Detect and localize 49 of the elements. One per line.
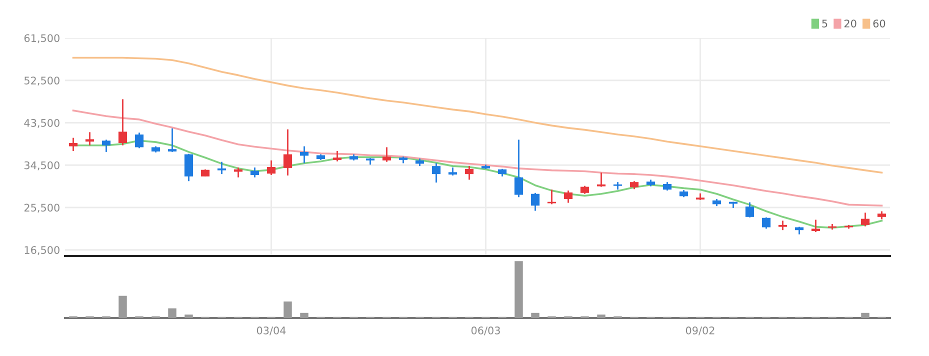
- candlestick: [530, 192, 540, 212]
- candlestick: [168, 128, 177, 153]
- candlestick: [596, 172, 606, 188]
- candlestick: [382, 146, 392, 163]
- y-tick-label: 61,500: [24, 34, 60, 44]
- candlestick: [184, 153, 194, 182]
- candlestick: [514, 139, 524, 198]
- bar: [168, 308, 176, 318]
- bar: [597, 314, 606, 318]
- candlestick: [250, 166, 260, 178]
- candlestick: [464, 165, 474, 180]
- y-tick-label: 34,500: [24, 161, 60, 170]
- x-tick-label: 09/02: [686, 326, 714, 336]
- candlestick: [547, 188, 556, 205]
- bar: [284, 302, 292, 318]
- y-tick-label: 16,500: [24, 246, 60, 256]
- x-tick-label: 03/04: [256, 326, 286, 336]
- candlestick: [860, 212, 870, 228]
- bar: [861, 312, 870, 318]
- legend-label: 20: [844, 20, 856, 28]
- candlestick: [266, 160, 276, 176]
- candlestick: [118, 98, 128, 146]
- candlestick: [811, 219, 820, 233]
- bar: [118, 296, 127, 318]
- candlestick: [102, 139, 111, 153]
- candlestick: [745, 202, 754, 218]
- y-tick-label: 25,500: [24, 204, 60, 213]
- candlestick: [762, 216, 771, 230]
- line-series: [72, 110, 883, 207]
- bar: [184, 314, 193, 318]
- candlestick: [300, 146, 309, 164]
- candlestick: [134, 132, 144, 149]
- candlestick: [564, 190, 573, 204]
- x-tick-label: 06/03: [471, 326, 500, 336]
- line-series: [72, 56, 883, 174]
- legend-label: 5: [822, 20, 828, 28]
- candlestick: [332, 150, 342, 162]
- candlestick: [778, 220, 788, 231]
- bar: [300, 312, 308, 318]
- bar: [514, 261, 523, 318]
- candlestick: [68, 137, 78, 152]
- candlestick: [283, 128, 292, 176]
- bar: [531, 312, 540, 318]
- candlestick: [85, 131, 94, 146]
- candlestick: [217, 161, 226, 175]
- legend-label: 60: [873, 20, 886, 28]
- y-tick-label: 43,500: [24, 118, 60, 128]
- candlestick: [432, 162, 441, 184]
- y-tick-label: 52,500: [24, 76, 60, 86]
